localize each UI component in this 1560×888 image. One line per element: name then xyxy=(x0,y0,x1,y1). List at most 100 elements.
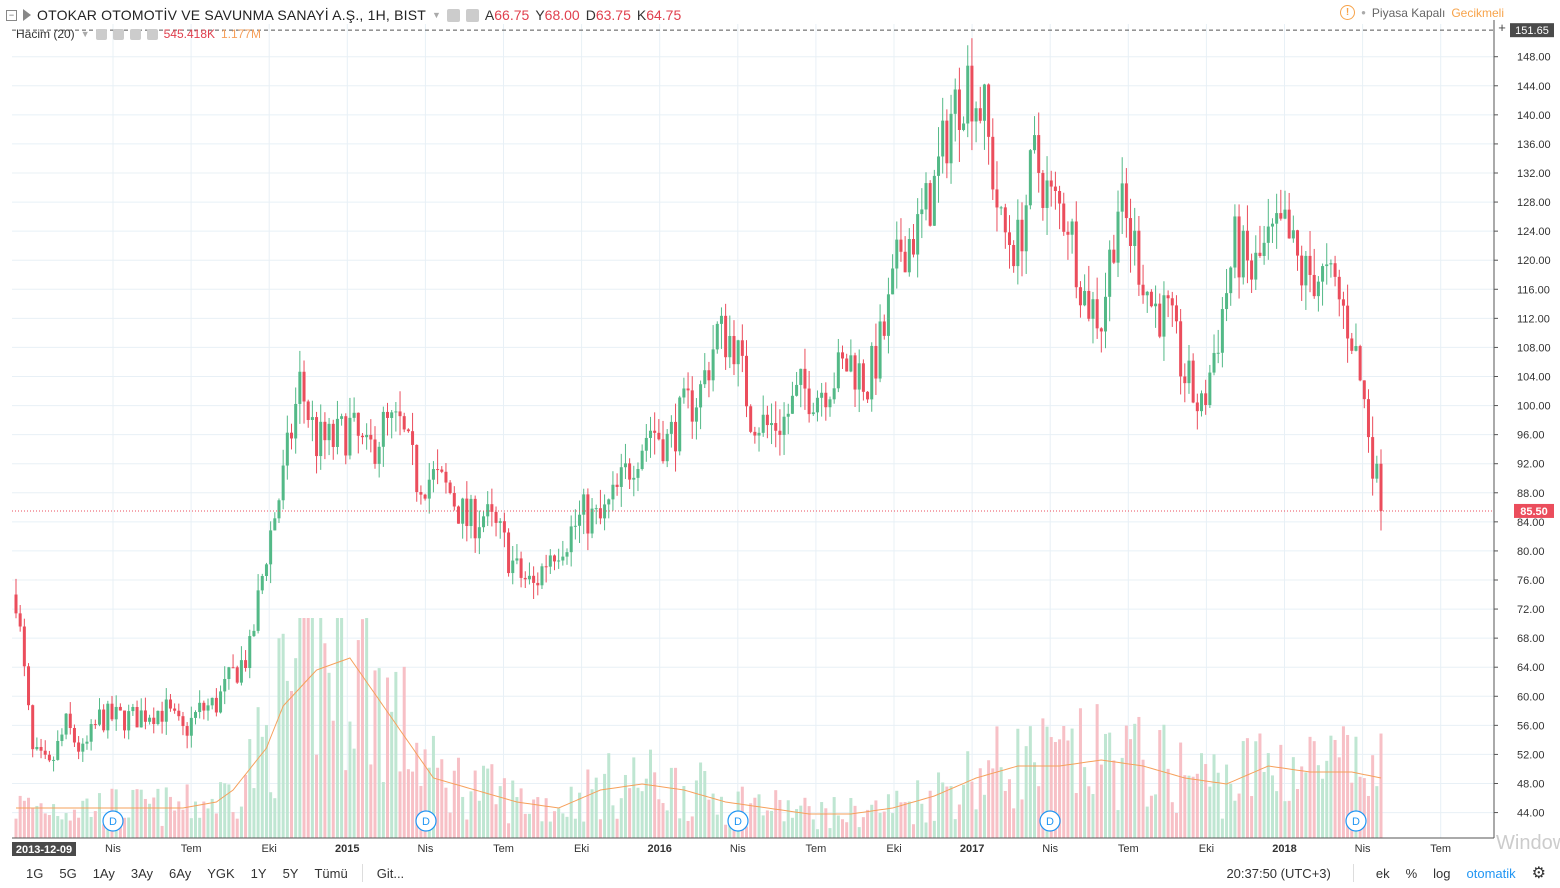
eye-icon[interactable] xyxy=(465,8,479,22)
candle-body xyxy=(1266,226,1270,243)
volume-bar xyxy=(1283,801,1287,838)
price-tick-label: 80.00 xyxy=(1517,546,1545,558)
price-tick-label: 92.00 xyxy=(1517,459,1545,471)
volume-bar xyxy=(619,798,623,838)
candle-body xyxy=(1103,296,1107,332)
settings-icon[interactable] xyxy=(446,8,460,22)
settings-icon[interactable] xyxy=(95,28,107,40)
volume-bar xyxy=(227,784,231,838)
candle-body xyxy=(344,416,348,456)
clock[interactable]: 20:37:50 (UTC+3) xyxy=(1226,865,1331,881)
candle-body xyxy=(1141,284,1145,296)
goto-date-button[interactable]: Git... xyxy=(376,865,405,881)
dividend-marker[interactable]: D xyxy=(1039,810,1061,832)
volume-bar xyxy=(937,772,941,838)
flag-icon[interactable] xyxy=(23,9,31,21)
gear-icon[interactable]: ⚙ xyxy=(1531,865,1546,882)
volume-bar xyxy=(578,792,582,838)
candle-body xyxy=(206,705,210,711)
candle-body xyxy=(607,499,611,505)
chevron-down-icon[interactable]: ▼ xyxy=(80,29,90,39)
volume-bar xyxy=(156,788,160,838)
time-tick-label: Nis xyxy=(730,843,746,855)
auto-scale-toggle[interactable]: otomatik xyxy=(1466,865,1516,881)
volume-bar xyxy=(43,813,47,838)
candle-body xyxy=(202,702,206,711)
candle-body xyxy=(903,251,907,273)
range-all[interactable]: Tümü xyxy=(314,865,348,881)
volume-bar xyxy=(452,770,456,838)
candle-body xyxy=(957,89,961,130)
volume-bar xyxy=(335,618,339,838)
candle-body xyxy=(244,660,248,669)
candle-body xyxy=(315,417,319,457)
first-date-box xyxy=(12,842,76,856)
candle-body xyxy=(210,697,214,706)
volume-bar xyxy=(1291,757,1295,838)
range-3m[interactable]: 3Ay xyxy=(130,865,154,881)
percent-scale-toggle[interactable]: % xyxy=(1405,865,1418,881)
eye-icon[interactable] xyxy=(112,28,124,40)
warning-icon[interactable]: ! xyxy=(1340,5,1356,20)
volume-bar xyxy=(632,757,636,838)
range-1y[interactable]: 1Y xyxy=(250,865,267,881)
volume-label[interactable]: Hacim (20) xyxy=(16,27,75,41)
candle-body xyxy=(381,411,385,447)
more-icon[interactable] xyxy=(129,28,141,40)
chart-grid xyxy=(12,24,1494,838)
volume-bar xyxy=(895,790,899,838)
range-5d[interactable]: 5G xyxy=(59,865,77,881)
log-scale-toggle[interactable]: log xyxy=(1433,865,1451,881)
candle-body xyxy=(64,713,68,735)
dividend-marker[interactable]: D xyxy=(727,810,749,832)
add-scale-button[interactable]: + xyxy=(1498,20,1506,35)
volume-bar xyxy=(281,633,285,838)
candle-body xyxy=(932,175,936,226)
range-1m[interactable]: 1Ay xyxy=(92,865,115,881)
dividend-marker[interactable]: D xyxy=(102,810,124,832)
candle-body xyxy=(724,315,728,358)
range-6m[interactable]: 6Ay xyxy=(169,865,192,881)
volume-bar xyxy=(482,765,486,838)
volume-bar xyxy=(1312,741,1316,838)
candle-body xyxy=(511,560,515,574)
price-tick-label: 72.00 xyxy=(1517,604,1545,616)
volume-bar xyxy=(306,618,310,838)
volume-bar xyxy=(1325,760,1329,838)
candle-body xyxy=(1283,209,1287,219)
dividend-marker[interactable]: D xyxy=(415,810,437,832)
volume-bar xyxy=(373,670,377,838)
range-ytd[interactable]: YGK xyxy=(207,865,235,881)
volume-legend: Hacim (20) ▼ 545.418K 1.177M xyxy=(16,27,261,41)
volume-bar xyxy=(962,784,966,838)
candle-body xyxy=(962,123,966,130)
range-1d[interactable]: 1G xyxy=(26,865,44,881)
volume-bar xyxy=(1003,790,1007,838)
candle-body xyxy=(252,630,256,637)
candle-body xyxy=(728,336,732,358)
candle-body xyxy=(1095,299,1099,329)
volume-bar xyxy=(749,803,753,838)
dividend-marker[interactable]: D xyxy=(1345,810,1367,832)
volume-bar xyxy=(561,813,565,838)
volume-bar xyxy=(1308,736,1312,838)
volume-bar xyxy=(1024,746,1028,838)
volume-bar xyxy=(874,800,878,838)
volume-bar xyxy=(1354,736,1358,838)
time-tick-label: 2017 xyxy=(960,843,984,855)
chevron-down-icon[interactable]: ▼ xyxy=(432,10,441,20)
range-5y[interactable]: 5Y xyxy=(282,865,299,881)
candle-body xyxy=(582,494,586,515)
symbol-title[interactable]: OTOKAR OTOMOTİV VE SAVUNMA SANAYİ A.Ş., … xyxy=(37,7,426,23)
extended-hours-toggle[interactable]: ek xyxy=(1375,865,1390,881)
candle-body xyxy=(857,363,861,390)
volume-bar xyxy=(1041,718,1045,838)
delayed-text[interactable]: Gecikmeli xyxy=(1451,5,1504,20)
candle-body xyxy=(348,417,352,456)
candle-body xyxy=(436,469,440,471)
candle-body xyxy=(327,423,331,441)
collapse-icon[interactable]: − xyxy=(6,9,17,21)
close-icon[interactable] xyxy=(146,28,158,40)
